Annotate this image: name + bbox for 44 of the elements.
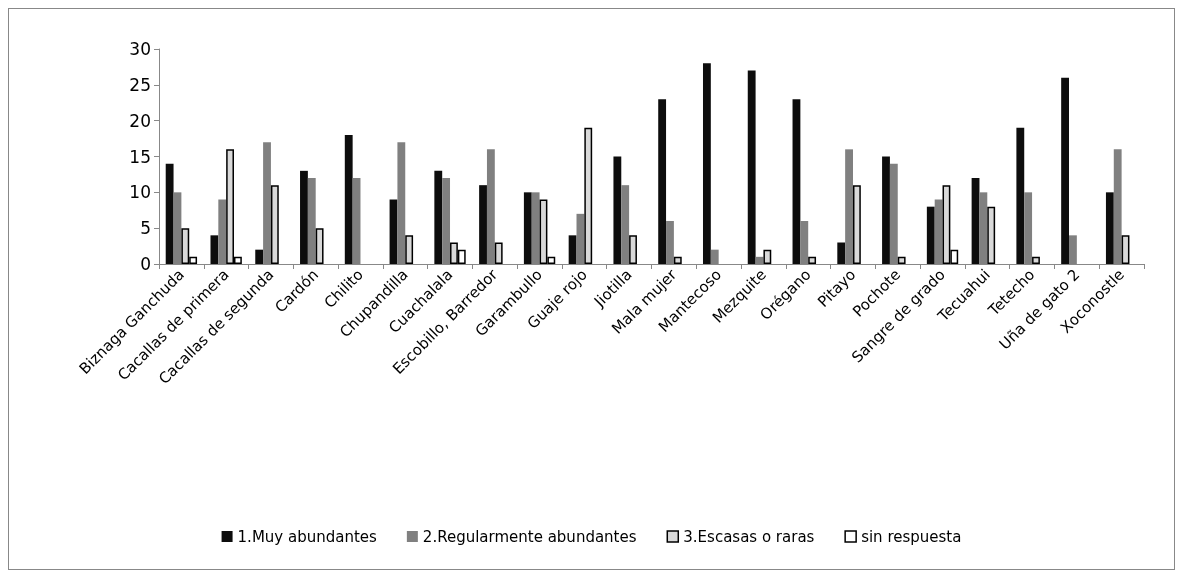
bar <box>629 235 637 264</box>
bar <box>210 235 219 264</box>
bar <box>658 99 667 264</box>
y-tick-label: 15 <box>129 146 151 167</box>
legend-label: 1.Muy abundantes <box>237 527 378 546</box>
bar <box>747 70 756 264</box>
legend-label: 3.Escasas o raras <box>683 527 815 546</box>
bar <box>1105 192 1114 264</box>
bar <box>702 63 711 264</box>
bar <box>926 206 935 264</box>
bar <box>987 206 996 264</box>
bar <box>405 235 414 264</box>
y-tick-label: 20 <box>129 110 151 131</box>
bar <box>523 192 532 264</box>
bar <box>837 242 846 264</box>
bar <box>434 170 443 264</box>
legend-label: sin respuesta <box>861 527 962 546</box>
bar <box>300 170 308 264</box>
bar <box>1032 256 1040 264</box>
bar <box>315 228 324 264</box>
bar <box>568 235 577 264</box>
bar <box>763 249 772 264</box>
bar <box>852 185 861 264</box>
bar <box>673 256 682 264</box>
bar <box>1016 127 1025 264</box>
bar <box>344 135 353 264</box>
bar <box>882 156 890 264</box>
y-tick-label: 30 <box>129 39 151 59</box>
y-tick-label: 5 <box>140 218 151 239</box>
bar <box>584 127 593 264</box>
y-tick-label: 10 <box>129 182 151 203</box>
bar <box>1061 77 1070 264</box>
bar <box>270 185 279 264</box>
y-tick-label: 25 <box>129 74 151 95</box>
bar <box>1121 235 1130 264</box>
bar <box>897 256 906 264</box>
bar <box>808 256 817 264</box>
legend-label: 2.Regularmente abundantes <box>422 527 637 546</box>
bar <box>479 185 487 264</box>
bar <box>494 242 503 264</box>
bar <box>613 156 622 264</box>
y-tick-label: 0 <box>140 254 151 274</box>
bar <box>255 249 264 264</box>
bar <box>165 163 174 264</box>
